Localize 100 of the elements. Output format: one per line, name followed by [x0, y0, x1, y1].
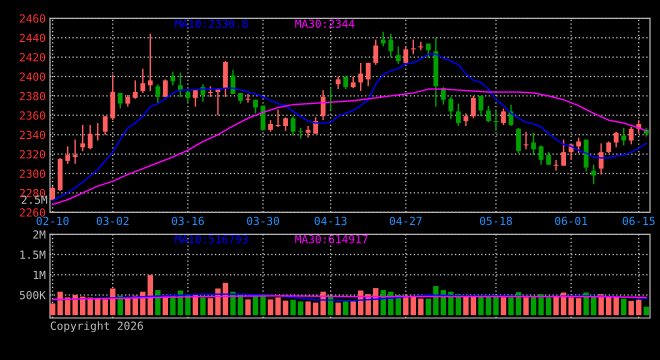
- candlestick: [140, 68, 146, 94]
- candlestick: [516, 127, 521, 154]
- candlestick: [88, 124, 93, 150]
- bar: [275, 297, 281, 316]
- y-tick-label: 2280: [20, 188, 46, 198]
- candlestick: [268, 119, 273, 132]
- bar: [148, 275, 154, 316]
- text: MA30:2344: [295, 20, 354, 28]
- candlestick: [366, 62, 371, 87]
- bar: [200, 297, 206, 316]
- candlestick: [621, 127, 626, 146]
- candlestick: [95, 122, 100, 142]
- text: MA10:516793: [175, 234, 248, 244]
- candlestick: [290, 116, 296, 136]
- candlestick: [546, 151, 551, 166]
- bar: [613, 296, 619, 316]
- y-tick-label: 1M: [34, 270, 46, 279]
- bar: [208, 298, 214, 316]
- candlestick: [118, 92, 123, 110]
- candlestick: [192, 88, 198, 108]
- bar: [64, 297, 70, 316]
- y-tick-label: 500K: [20, 290, 46, 300]
- bar: [470, 296, 476, 316]
- candlestick: [358, 62, 364, 92]
- x-tick-label: 06-15: [622, 216, 655, 226]
- candlestick: [373, 38, 378, 66]
- bar: [57, 292, 63, 316]
- bar: [628, 301, 634, 316]
- bar: [590, 297, 596, 316]
- candlestick: [561, 138, 566, 166]
- candlestick: [306, 125, 311, 138]
- candlestick: [396, 46, 401, 65]
- text: MA10:2330.8: [175, 20, 248, 28]
- bar: [606, 297, 612, 316]
- bar: [546, 297, 552, 316]
- candlestick: [456, 102, 461, 127]
- x-tick-label: 06-01: [555, 216, 588, 226]
- x-tick-label: 05-18: [480, 216, 512, 226]
- y-tick-label: 2460: [20, 14, 46, 23]
- candlestick: [170, 70, 176, 86]
- candlestick: [155, 84, 160, 104]
- candlestick: [501, 108, 506, 126]
- candlestick: [494, 110, 498, 132]
- candlestick: [343, 76, 348, 90]
- candlestick: [418, 40, 424, 52]
- candlestick: [614, 131, 619, 148]
- bar: [95, 298, 100, 316]
- candlestick: [591, 164, 596, 185]
- y-tick-label: 2300: [20, 170, 46, 178]
- bar: [426, 298, 432, 316]
- bar: [576, 298, 582, 316]
- bar: [268, 299, 274, 316]
- candlestick: [320, 89, 326, 121]
- y-tick-label: 2420: [20, 53, 46, 62]
- candlestick: [524, 131, 528, 150]
- y-tick-label: 2400: [20, 72, 46, 81]
- bar: [110, 288, 116, 316]
- bar: [508, 297, 514, 316]
- candlestick: [448, 96, 454, 120]
- candlestick: [486, 104, 491, 123]
- x-tick-label: 02-10: [36, 216, 69, 226]
- candlestick: [403, 46, 408, 65]
- candlestick: [538, 144, 544, 166]
- candlestick: [80, 124, 86, 152]
- candlestick: [410, 38, 416, 55]
- text: Copyright 2026: [50, 321, 143, 332]
- y-tick-label: 2440: [20, 34, 46, 42]
- candlestick: [230, 69, 236, 95]
- bar: [553, 296, 559, 316]
- bar: [222, 282, 228, 316]
- bar: [463, 296, 469, 316]
- bar: [568, 297, 574, 316]
- candlestick: [50, 185, 56, 202]
- bar: [523, 297, 529, 316]
- bar: [155, 290, 161, 316]
- x-tick-label: 04-27: [390, 216, 422, 226]
- candlestick: [478, 95, 484, 117]
- candlestick: [72, 138, 78, 164]
- candlestick: [471, 95, 476, 119]
- bar: [282, 300, 288, 316]
- bar: [410, 296, 416, 316]
- bar: [125, 297, 130, 316]
- text: 2.5M: [22, 196, 48, 204]
- bar: [87, 297, 93, 316]
- x-tick-label: 03-02: [96, 216, 129, 226]
- candlestick: [185, 89, 190, 104]
- bar: [478, 296, 484, 316]
- candlestick: [606, 140, 612, 154]
- bar: [72, 294, 78, 316]
- y-tick-label: 2260: [20, 208, 46, 217]
- candlestick: [65, 146, 70, 164]
- candlestick: [253, 99, 258, 114]
- y-tick-label: 1.5M: [20, 250, 46, 259]
- bar: [403, 296, 408, 316]
- bar: [342, 301, 348, 316]
- bar: [245, 299, 251, 316]
- bar: [305, 301, 311, 316]
- candlestick: [162, 78, 168, 98]
- y-tick-label: 2M: [33, 230, 46, 239]
- bar: [598, 294, 604, 316]
